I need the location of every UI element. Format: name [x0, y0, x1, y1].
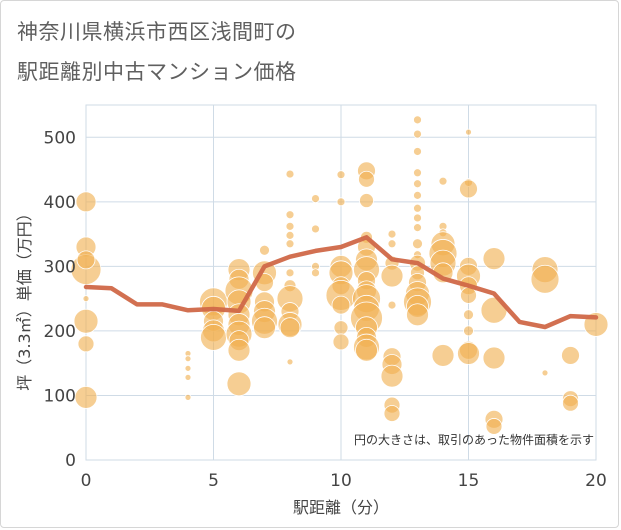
data-bubble — [541, 369, 549, 377]
data-bubble — [279, 317, 301, 339]
data-bubble — [336, 170, 346, 180]
data-bubble — [355, 338, 378, 362]
data-bubble — [184, 373, 192, 381]
data-bubble — [562, 394, 579, 412]
data-bubble — [285, 239, 295, 249]
data-bubble — [331, 295, 351, 315]
data-bubble — [413, 129, 422, 139]
data-bubble — [413, 115, 422, 125]
data-bubble — [413, 190, 422, 200]
data-bubble — [184, 364, 192, 372]
data-bubble — [530, 264, 560, 294]
data-bubble — [387, 239, 397, 249]
data-bubble — [412, 238, 423, 250]
data-bubble — [74, 385, 98, 409]
data-bubble — [380, 264, 404, 288]
x-tick-label: 0 — [81, 471, 92, 491]
data-bubble — [465, 128, 472, 136]
data-bubble — [184, 355, 192, 363]
bubble-layer — [70, 115, 609, 435]
y-axis-label: 坪（3.3㎡）単価（万円） — [15, 205, 34, 390]
x-tick-label: 20 — [585, 471, 607, 491]
data-bubble — [253, 316, 276, 340]
trend-line-layer — [83, 235, 599, 330]
y-tick-label: 200 — [44, 322, 76, 342]
data-bubble — [75, 191, 97, 213]
y-tick-label: 100 — [44, 386, 76, 406]
data-bubble — [460, 287, 477, 304]
data-bubble — [482, 247, 506, 271]
data-bubble — [561, 346, 580, 365]
data-bubble — [358, 170, 375, 188]
size-note: 円の大きさは、取引のあった物件面積を示す — [354, 432, 594, 447]
y-tick-label: 300 — [44, 257, 76, 277]
data-bubble — [82, 295, 90, 303]
data-bubble — [200, 323, 227, 351]
data-bubble — [73, 308, 99, 334]
data-bubble — [387, 229, 397, 239]
x-tick-label: 15 — [458, 471, 480, 491]
data-bubble — [285, 230, 295, 240]
data-bubble — [413, 203, 422, 213]
data-bubble — [285, 210, 295, 220]
data-bubble — [184, 393, 192, 401]
data-bubble — [336, 197, 346, 207]
chart-title-line1: 神奈川県横浜市西区浅間町の — [17, 20, 297, 44]
data-bubble — [227, 338, 251, 362]
data-bubble — [485, 418, 503, 435]
data-bubble — [285, 221, 295, 231]
data-bubble — [226, 371, 252, 397]
data-bubble — [463, 325, 474, 337]
data-bubble — [259, 244, 270, 256]
x-tick-label: 5 — [208, 471, 219, 491]
data-bubble — [413, 179, 422, 189]
data-bubble — [76, 250, 96, 270]
data-bubble — [285, 268, 295, 278]
y-tick-label: 0 — [65, 451, 76, 471]
chart-title-line2: 駅距離別中古マンション価格 — [17, 60, 297, 84]
data-bubble — [380, 364, 404, 388]
data-bubble — [311, 268, 320, 278]
data-bubble — [463, 309, 474, 321]
data-bubble — [438, 176, 448, 186]
data-bubble — [387, 300, 397, 310]
data-bubble — [333, 320, 349, 336]
data-bubble — [77, 335, 95, 353]
x-axis-label: 駅距離（分） — [293, 498, 389, 517]
y-tick-label: 500 — [44, 128, 76, 148]
x-tick-label: 10 — [330, 471, 352, 491]
data-bubble — [457, 342, 480, 365]
data-bubble — [431, 344, 455, 367]
data-bubble — [383, 405, 401, 422]
y-tick-label: 400 — [44, 193, 76, 213]
data-bubble — [285, 169, 295, 179]
data-bubble — [459, 179, 478, 199]
data-bubble — [311, 194, 320, 203]
data-bubble — [311, 224, 320, 234]
data-bubble — [359, 193, 374, 208]
data-bubble — [406, 303, 429, 327]
data-bubble — [413, 147, 422, 156]
data-bubble — [286, 358, 294, 366]
data-bubble — [482, 346, 506, 370]
data-bubble — [413, 223, 422, 233]
data-bubble — [413, 168, 422, 178]
average-price-line — [83, 235, 599, 330]
data-bubble — [332, 333, 350, 351]
data-bubble — [413, 213, 422, 223]
